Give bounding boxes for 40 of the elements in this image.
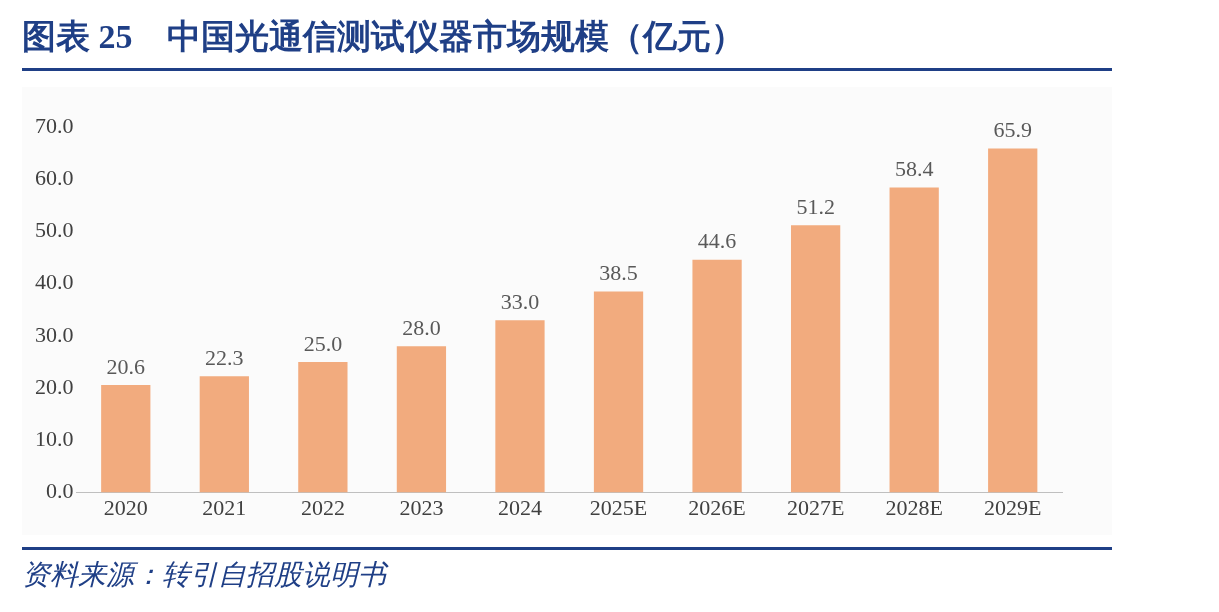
- x-tick-label: 2028E: [885, 494, 943, 520]
- x-tick-label: 2026E: [688, 494, 746, 520]
- data-label: 44.6: [697, 228, 737, 254]
- data-label: 33.0: [500, 289, 540, 315]
- bar: [495, 320, 545, 493]
- bar: [101, 385, 151, 493]
- bar: [298, 362, 348, 493]
- y-tick-label: 30.0: [35, 321, 74, 347]
- bar: [593, 291, 644, 493]
- x-tick-label: 2027E: [786, 494, 845, 520]
- y-tick-label: 0.0: [46, 478, 74, 504]
- data-label: 65.9: [993, 117, 1032, 143]
- bar: [199, 376, 249, 493]
- x-tick-label: 2029E: [984, 494, 1042, 520]
- bar: [692, 259, 742, 493]
- data-label: 28.0: [402, 315, 441, 341]
- data-label: 38.5: [599, 260, 638, 286]
- y-tick-label: 10.0: [35, 426, 74, 452]
- data-label: 22.3: [205, 344, 244, 370]
- x-tick-label: 2023: [399, 494, 444, 520]
- bar: [889, 187, 939, 493]
- x-tick-label: 2021: [202, 494, 247, 520]
- x-tick-label: 2020: [103, 494, 148, 520]
- data-label: 58.4: [894, 156, 934, 182]
- y-tick-label: 50.0: [35, 217, 74, 243]
- y-tick-label: 60.0: [35, 165, 74, 191]
- data-label: 51.2: [796, 193, 835, 219]
- x-tick-label: 2024: [497, 494, 542, 520]
- y-tick-label: 70.0: [35, 112, 74, 138]
- data-label: 20.6: [106, 353, 146, 379]
- data-label: 25.0: [303, 330, 343, 356]
- text: 资料来源：转引自招股说明书: [22, 558, 390, 592]
- chart-title: 图表 25 中国光通信测试仪器市场规模（亿元）: [22, 17, 746, 57]
- bar: [988, 148, 1038, 493]
- x-tick-label: 2022: [300, 494, 345, 520]
- y-tick-label: 20.0: [35, 373, 74, 399]
- x-tick-label: 2025E: [589, 494, 648, 520]
- bar: [790, 225, 841, 493]
- y-tick-label: 40.0: [35, 269, 74, 295]
- bar: [396, 346, 447, 493]
